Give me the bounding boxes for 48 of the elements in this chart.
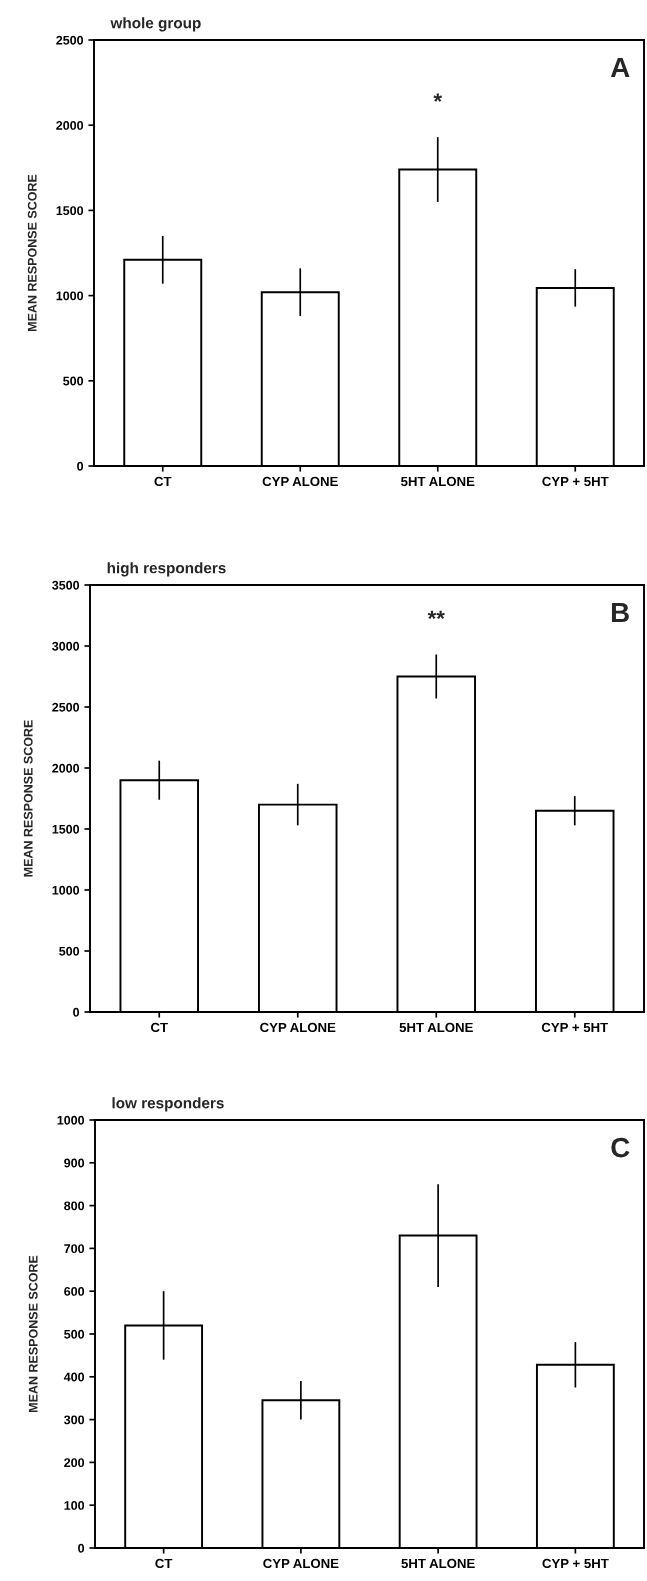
x-tick-label: CYP ALONE (262, 476, 338, 487)
y-tick-label: 1000 (52, 885, 80, 895)
annotation: A (610, 57, 630, 77)
y-tick-label: 1000 (57, 1115, 85, 1125)
x-tick-label: CYP + 5HT (542, 476, 609, 487)
y-tick-label: 400 (63, 1372, 85, 1382)
y-tick-label: 3500 (52, 580, 80, 590)
y-tick-label: 600 (64, 1287, 85, 1296)
annotation: * (433, 93, 443, 102)
y-tick-label: 0 (78, 1543, 85, 1553)
x-tick-label: 5HT ALONE (399, 1022, 473, 1033)
y-tick-label: 1500 (52, 824, 80, 834)
y-tick-label: 3000 (52, 641, 80, 651)
y-tick-label: 1500 (56, 206, 84, 216)
y-tick-label: 800 (64, 1201, 85, 1211)
x-tick-label: CT (154, 476, 172, 487)
y-tick-label: 500 (63, 376, 84, 386)
y-tick-label: 700 (64, 1244, 85, 1254)
x-tick-label: CYP + 5HT (541, 1022, 609, 1033)
y-tick-label: 200 (64, 1458, 85, 1468)
annotation: ** (427, 610, 445, 620)
chart-title: whole group (110, 17, 201, 32)
x-tick-label: CT (155, 1558, 173, 1569)
y-tick-label: 2000 (52, 763, 80, 773)
x-tick-label: 5HT ALONE (401, 1558, 475, 1569)
y-tick-label: 2000 (56, 121, 84, 130)
annotation: C (611, 1137, 630, 1158)
annotation: B (611, 602, 629, 623)
y-tick-label: 0 (77, 461, 84, 471)
chart-title: high responders (107, 562, 226, 577)
y-tick-label: 2500 (56, 35, 84, 45)
y-tick-label: 2500 (52, 702, 80, 712)
y-tick-label: 300 (64, 1415, 85, 1425)
y-tick-label: 500 (59, 946, 80, 956)
x-tick-label: CYP ALONE (260, 1022, 336, 1033)
y-tick-label: 100 (64, 1501, 85, 1510)
chart-title: low responders (112, 1097, 224, 1112)
y-axis-title: MEAN RESPONSE SCORE (23, 720, 33, 877)
x-tick-label: CYP + 5HT (542, 1558, 609, 1569)
y-tick-label: 1000 (56, 291, 84, 301)
y-tick-label: 900 (64, 1158, 85, 1168)
y-tick-label: 500 (64, 1329, 85, 1339)
x-tick-label: CT (151, 1022, 168, 1033)
y-tick-label: 0 (73, 1007, 80, 1017)
y-axis-title: MEAN RESPONSE SCORE (28, 1255, 38, 1412)
x-tick-label: CYP ALONE (263, 1558, 339, 1569)
y-axis-title: MEAN RESPONSE SCORE (27, 174, 37, 331)
x-tick-label: 5HT ALONE (401, 476, 475, 487)
